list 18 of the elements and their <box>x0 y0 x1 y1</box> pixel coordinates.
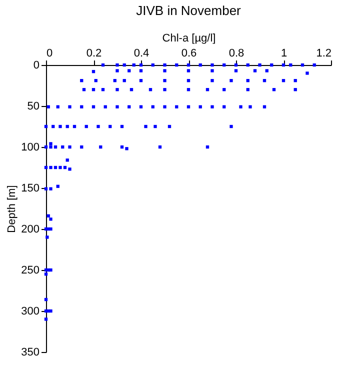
y-tick-label: 150 <box>21 182 40 194</box>
y-axis-title: Depth [m] <box>6 185 18 233</box>
y-tick-label: 0 <box>33 60 40 72</box>
x-tick-label: 0.8 <box>228 48 244 60</box>
x-tick-label: 1 <box>280 48 288 60</box>
y-tick-label: 300 <box>21 306 40 318</box>
chart-title: JIVB in November <box>136 3 242 18</box>
x-tick-label: 1.2 <box>316 48 332 60</box>
x-tick-label: 0 <box>46 48 53 60</box>
x-tick-label: 0.4 <box>134 48 150 60</box>
x-tick-label: 0.2 <box>86 48 102 60</box>
y-tick-label: 100 <box>21 142 40 154</box>
y-tick-label: 200 <box>21 224 40 236</box>
x-tick-label: 0.6 <box>181 48 197 60</box>
x-axis-title: Chl-a [µg/l] <box>162 32 216 44</box>
y-tick-label: 350 <box>21 346 40 358</box>
y-tick-label: 50 <box>27 100 40 112</box>
y-tick-label: 250 <box>21 264 40 276</box>
